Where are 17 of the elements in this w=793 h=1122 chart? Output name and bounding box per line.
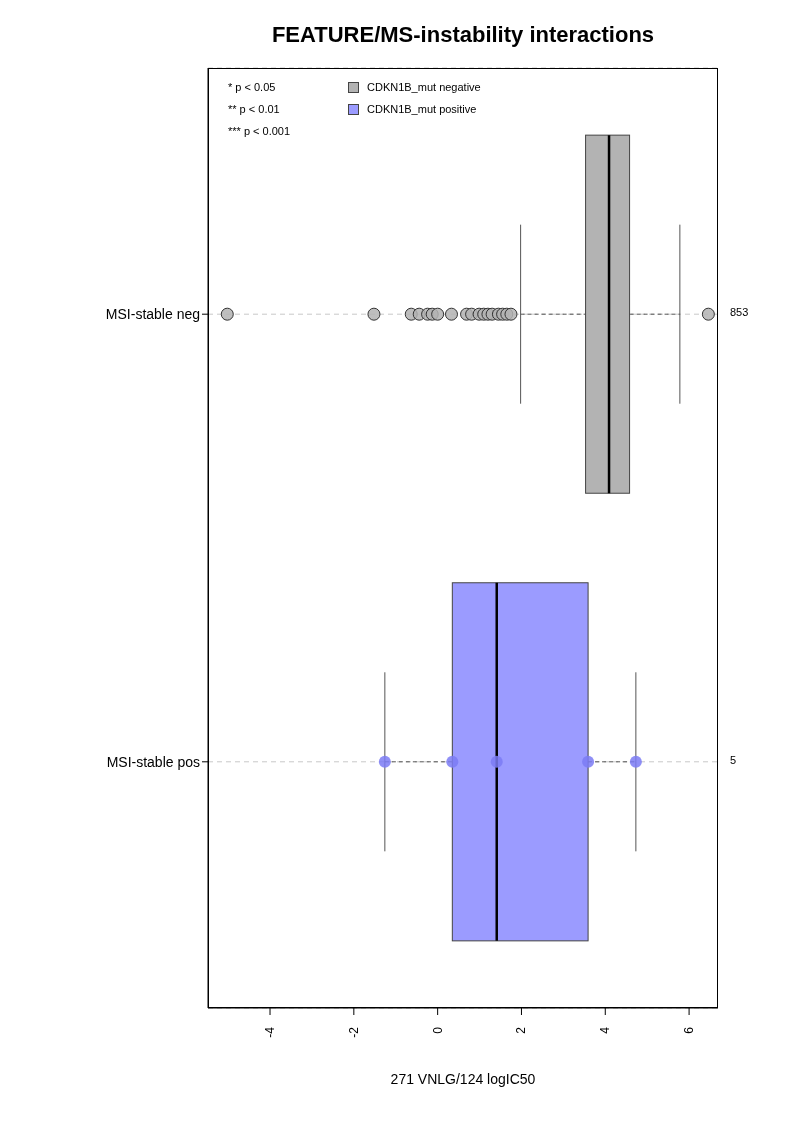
y2-tick-label: 853 [730, 306, 749, 319]
x-tick-label: 4 [598, 1026, 613, 1034]
y2-tick-label: 5 [730, 753, 737, 766]
x-tick-label: -4 [263, 1026, 278, 1038]
annotation: *** p < 0.001 [228, 124, 291, 139]
legend-label: CDKN1B_mut positive [367, 102, 477, 117]
legend-label: CDKN1B_mut negative [367, 80, 481, 95]
chart-title: FEATURE/MS-instability interactions [270, 22, 656, 48]
x-tick-label: 6 [682, 1026, 697, 1034]
x-tick-label: -2 [346, 1026, 361, 1038]
x-axis-title: 271 VNLG/124 logIC50 [390, 1071, 536, 1087]
annotation: ** p < 0.01 [228, 102, 281, 117]
y-tick-label: MSI-stable pos [106, 753, 200, 770]
y-tick-label: MSI-stable neg [105, 306, 200, 323]
x-tick-label: 0 [430, 1026, 445, 1034]
annotation: * p < 0.05 [228, 80, 277, 95]
x-tick-label: 2 [514, 1026, 529, 1034]
